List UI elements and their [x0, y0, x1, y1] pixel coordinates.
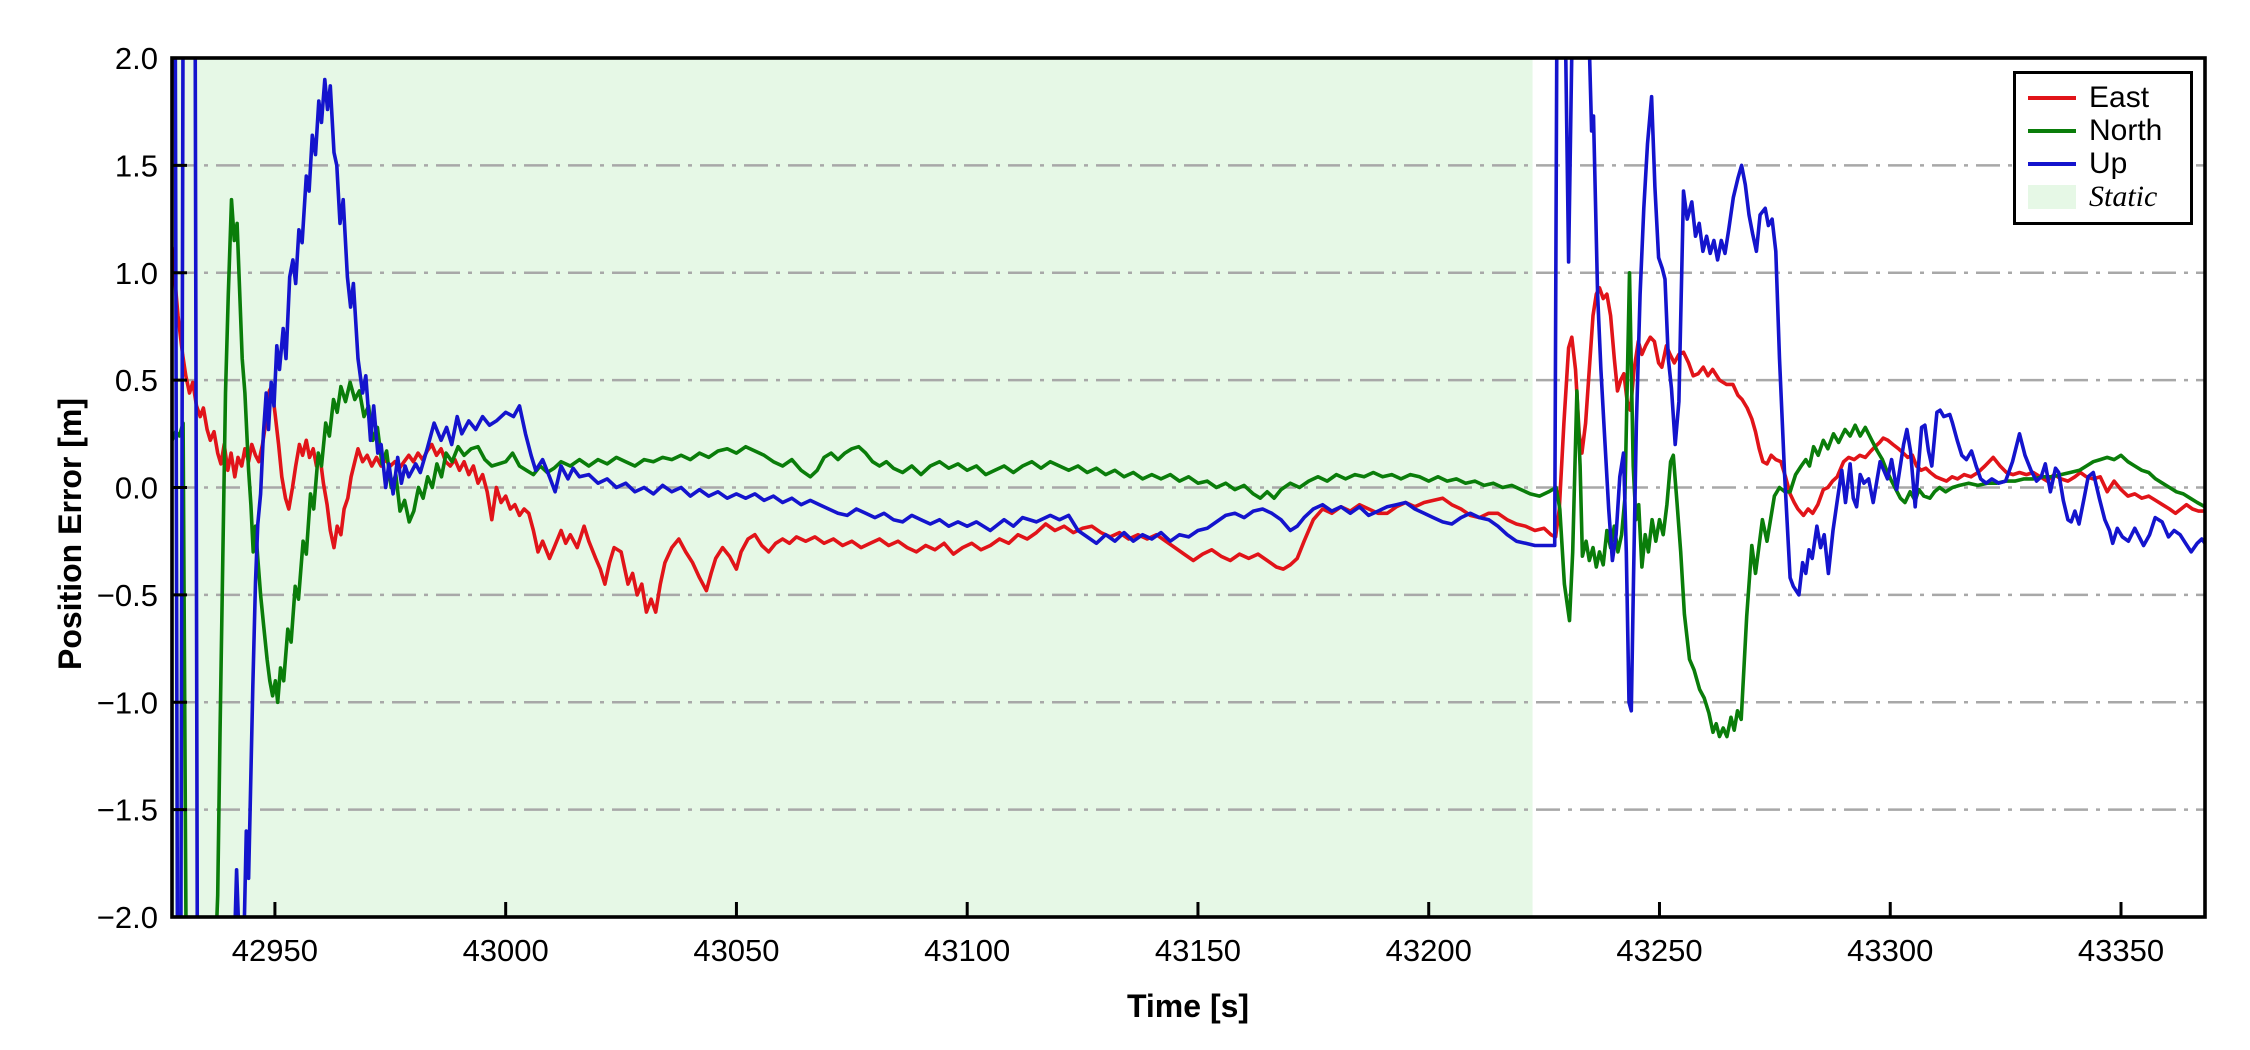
- x-tick-label: 43050: [693, 933, 779, 968]
- legend-label-north: North: [2089, 113, 2163, 147]
- y-tick-label: −1.0: [97, 685, 158, 720]
- y-tick-label: 1.5: [115, 148, 158, 183]
- series-line-east: [172, 246, 2205, 614]
- y-tick-label: 0.5: [115, 363, 158, 398]
- legend: East North Up Static: [2013, 71, 2193, 225]
- legend-item-static: Static: [2028, 180, 2190, 213]
- y-tick-label: −2.0: [97, 900, 158, 935]
- x-tick-label: 43250: [1616, 933, 1702, 968]
- y-tick-label: 2.0: [115, 41, 158, 76]
- x-tick-label: 43000: [463, 933, 549, 968]
- y-axis-title: Position Error [m]: [52, 397, 88, 670]
- series-line-up: [173, 58, 2205, 917]
- x-axis-title: Time [s]: [1126, 988, 1250, 1024]
- y-tick-label: 1.0: [115, 256, 158, 291]
- north-line-swatch: [2028, 128, 2076, 133]
- up-line-swatch: [2028, 161, 2076, 166]
- x-tick-label: 43150: [1155, 933, 1241, 968]
- legend-item-north: North: [2028, 114, 2190, 147]
- x-tick-label: 43300: [1847, 933, 1933, 968]
- legend-label-east: East: [2089, 80, 2150, 114]
- static-patch-swatch: [2028, 184, 2076, 209]
- y-tick-label: −1.5: [97, 793, 158, 828]
- y-tick-label: 0.0: [115, 471, 158, 506]
- x-tick-label: 42950: [232, 933, 318, 968]
- x-tick-label: 43100: [924, 933, 1010, 968]
- x-tick-label: 43200: [1386, 933, 1472, 968]
- legend-item-east: East: [2028, 81, 2190, 114]
- y-tick-label: −0.5: [97, 578, 158, 613]
- legend-label-static: Static: [2089, 179, 2158, 213]
- x-tick-label: 43350: [2078, 933, 2164, 968]
- legend-item-up: Up: [2028, 147, 2190, 180]
- legend-label-up: Up: [2089, 146, 2128, 180]
- east-line-swatch: [2028, 95, 2076, 100]
